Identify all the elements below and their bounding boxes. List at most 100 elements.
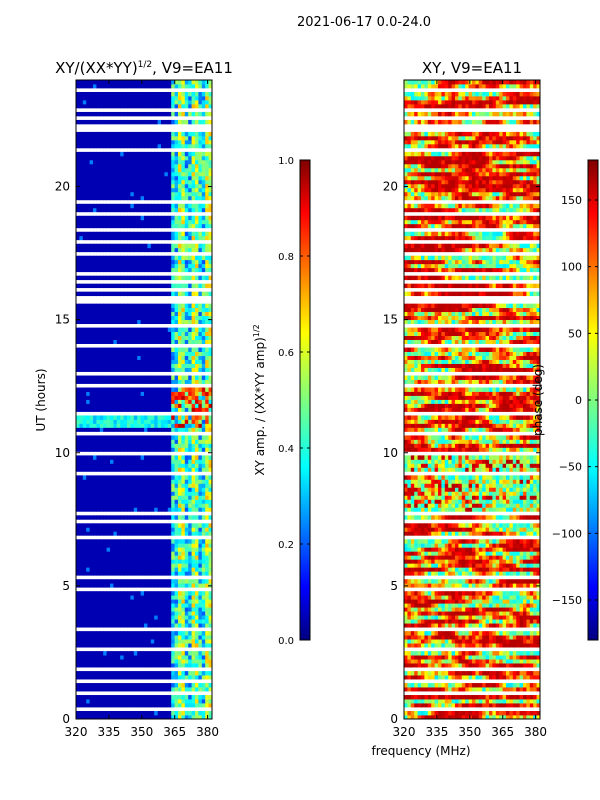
heatmap1-cell xyxy=(144,619,148,624)
heatmap1-cell xyxy=(93,231,97,237)
heatmap1-cell xyxy=(106,183,111,189)
heatmap1-cell xyxy=(103,167,107,173)
heatmap1-cell xyxy=(198,255,203,261)
heatmap1-cell xyxy=(116,175,121,181)
heatmap1-cell xyxy=(76,415,80,420)
heatmap1-cell xyxy=(127,319,131,325)
heatmap1-cell xyxy=(140,275,145,281)
heatmap1-cell xyxy=(76,539,80,544)
heatmap1-cell xyxy=(174,547,179,552)
heatmap1-cell xyxy=(191,179,196,185)
heatmap1-cell xyxy=(79,419,84,424)
heatmap1-cell xyxy=(127,207,131,213)
heatmap1-cell xyxy=(167,195,172,201)
heatmap1-cell xyxy=(79,447,84,452)
heatmap1-cell xyxy=(198,387,203,392)
heatmap1-cell xyxy=(201,563,206,568)
heatmap1-cell xyxy=(198,151,203,157)
heatmap1-cell xyxy=(205,339,209,344)
heatmap1-cell xyxy=(120,699,124,704)
heatmap1-cell xyxy=(171,207,175,213)
heatmap1-cell xyxy=(106,435,111,440)
heatmap1-cell xyxy=(130,403,135,408)
heatmap1-cell xyxy=(167,275,172,281)
heatmap1-cell xyxy=(154,155,158,161)
heatmap1-cell xyxy=(103,331,107,336)
heatmap1-cell xyxy=(161,487,165,492)
heatmap1-cell xyxy=(208,307,212,313)
heatmap1-cell xyxy=(147,259,152,265)
heatmap1-cell xyxy=(106,607,111,612)
heatmap1-cell xyxy=(201,95,206,101)
heatmap1-cell xyxy=(198,99,203,105)
heatmap1-cell xyxy=(195,539,199,544)
heatmap1-cell xyxy=(161,183,165,189)
heatmap1-cell xyxy=(140,395,145,400)
heatmap1-cell xyxy=(191,203,196,209)
heatmap1-cell xyxy=(86,359,90,364)
heatmap1-cell xyxy=(116,379,121,384)
heatmap1-cell xyxy=(76,259,80,265)
heatmap1-cell xyxy=(174,375,179,380)
heatmap1-cell xyxy=(198,483,203,488)
heatmap1-cell xyxy=(82,563,87,568)
heatmap1-cell xyxy=(171,267,175,273)
heatmap1-cell xyxy=(133,487,138,492)
heatmap1-cell xyxy=(110,419,114,424)
heatmap1-cell xyxy=(144,699,148,704)
heatmap1-cell xyxy=(133,119,138,125)
heatmap1-cell xyxy=(171,151,175,157)
heatmap1-cell xyxy=(164,531,169,536)
heatmap1-cell xyxy=(99,347,104,352)
heatmap1-cell xyxy=(191,351,196,356)
heatmap1-cell xyxy=(181,407,186,412)
heatmap1-cell xyxy=(116,80,121,85)
heatmap1-cell xyxy=(178,543,182,548)
heatmap1-cell xyxy=(130,311,135,317)
heatmap1-cell xyxy=(205,291,209,297)
heatmap1-cell xyxy=(167,111,172,117)
heatmap1-cell xyxy=(116,395,121,400)
heatmap1-cell xyxy=(99,443,104,448)
heatmap1-cell xyxy=(96,623,101,628)
heatmap1-cell xyxy=(137,83,141,89)
heatmap1-cell xyxy=(167,607,172,612)
heatmap1-cell xyxy=(208,699,212,704)
heatmap1-cell xyxy=(103,495,107,500)
heatmap1-cell xyxy=(79,359,84,364)
heatmap1-cell xyxy=(195,439,199,444)
heatmap1-cell xyxy=(161,231,165,237)
heatmap1-cell xyxy=(174,159,179,165)
heatmap1-cell xyxy=(120,391,124,396)
heatmap1-cell xyxy=(164,683,169,688)
heatmap1-cell xyxy=(181,547,186,552)
heatmap1-cell xyxy=(133,327,138,332)
heatmap1-cell xyxy=(167,423,172,428)
heatmap1-cell xyxy=(174,403,179,408)
heatmap1-cell xyxy=(110,643,114,648)
heatmap1-cell xyxy=(130,527,135,532)
heatmap1-cell xyxy=(93,283,97,289)
heatmap1-cell xyxy=(157,503,162,508)
heatmap1-cell xyxy=(198,567,203,572)
heatmap1-cell xyxy=(99,255,104,261)
heatmap1-cell xyxy=(89,675,94,680)
heatmap1-cell xyxy=(171,631,175,636)
heatmap1-cell xyxy=(106,499,111,504)
heatmap1-cell xyxy=(195,391,199,396)
heatmap1-cell xyxy=(184,403,189,408)
heatmap1-cell xyxy=(208,255,212,261)
heatmap1-cell xyxy=(164,355,169,360)
heatmap1-cell xyxy=(76,595,80,600)
heatmap1-cell xyxy=(144,175,148,181)
heatmap1-cell xyxy=(82,671,87,676)
heatmap1-cell xyxy=(174,491,179,496)
heatmap1-cell xyxy=(171,567,175,572)
heatmap1-cell xyxy=(181,527,186,532)
heatmap1-cell xyxy=(178,635,182,640)
heatmap1-cell xyxy=(113,355,118,360)
heatmap1-cell xyxy=(154,443,158,448)
heatmap1-cell xyxy=(127,83,131,89)
heatmap1-cell xyxy=(79,395,84,400)
heatmap1-cell xyxy=(188,595,192,600)
